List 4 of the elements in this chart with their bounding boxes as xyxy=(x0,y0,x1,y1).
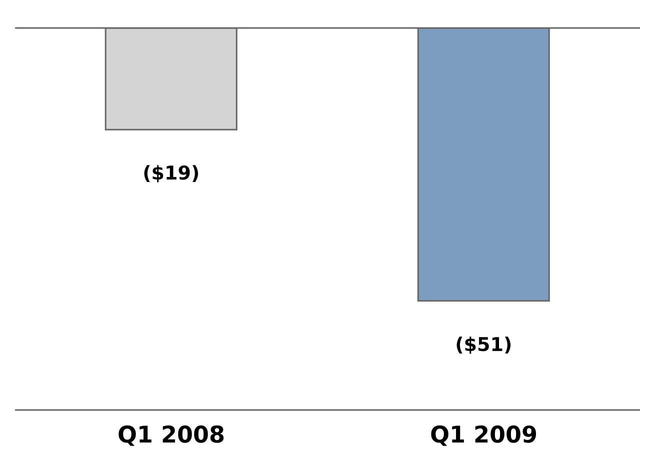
data-label: ($19) xyxy=(142,162,200,185)
x-tick-label: Q1 2009 xyxy=(430,422,538,448)
data-label: ($51) xyxy=(455,334,512,356)
x-tick-label: Q1 2008 xyxy=(117,422,226,448)
